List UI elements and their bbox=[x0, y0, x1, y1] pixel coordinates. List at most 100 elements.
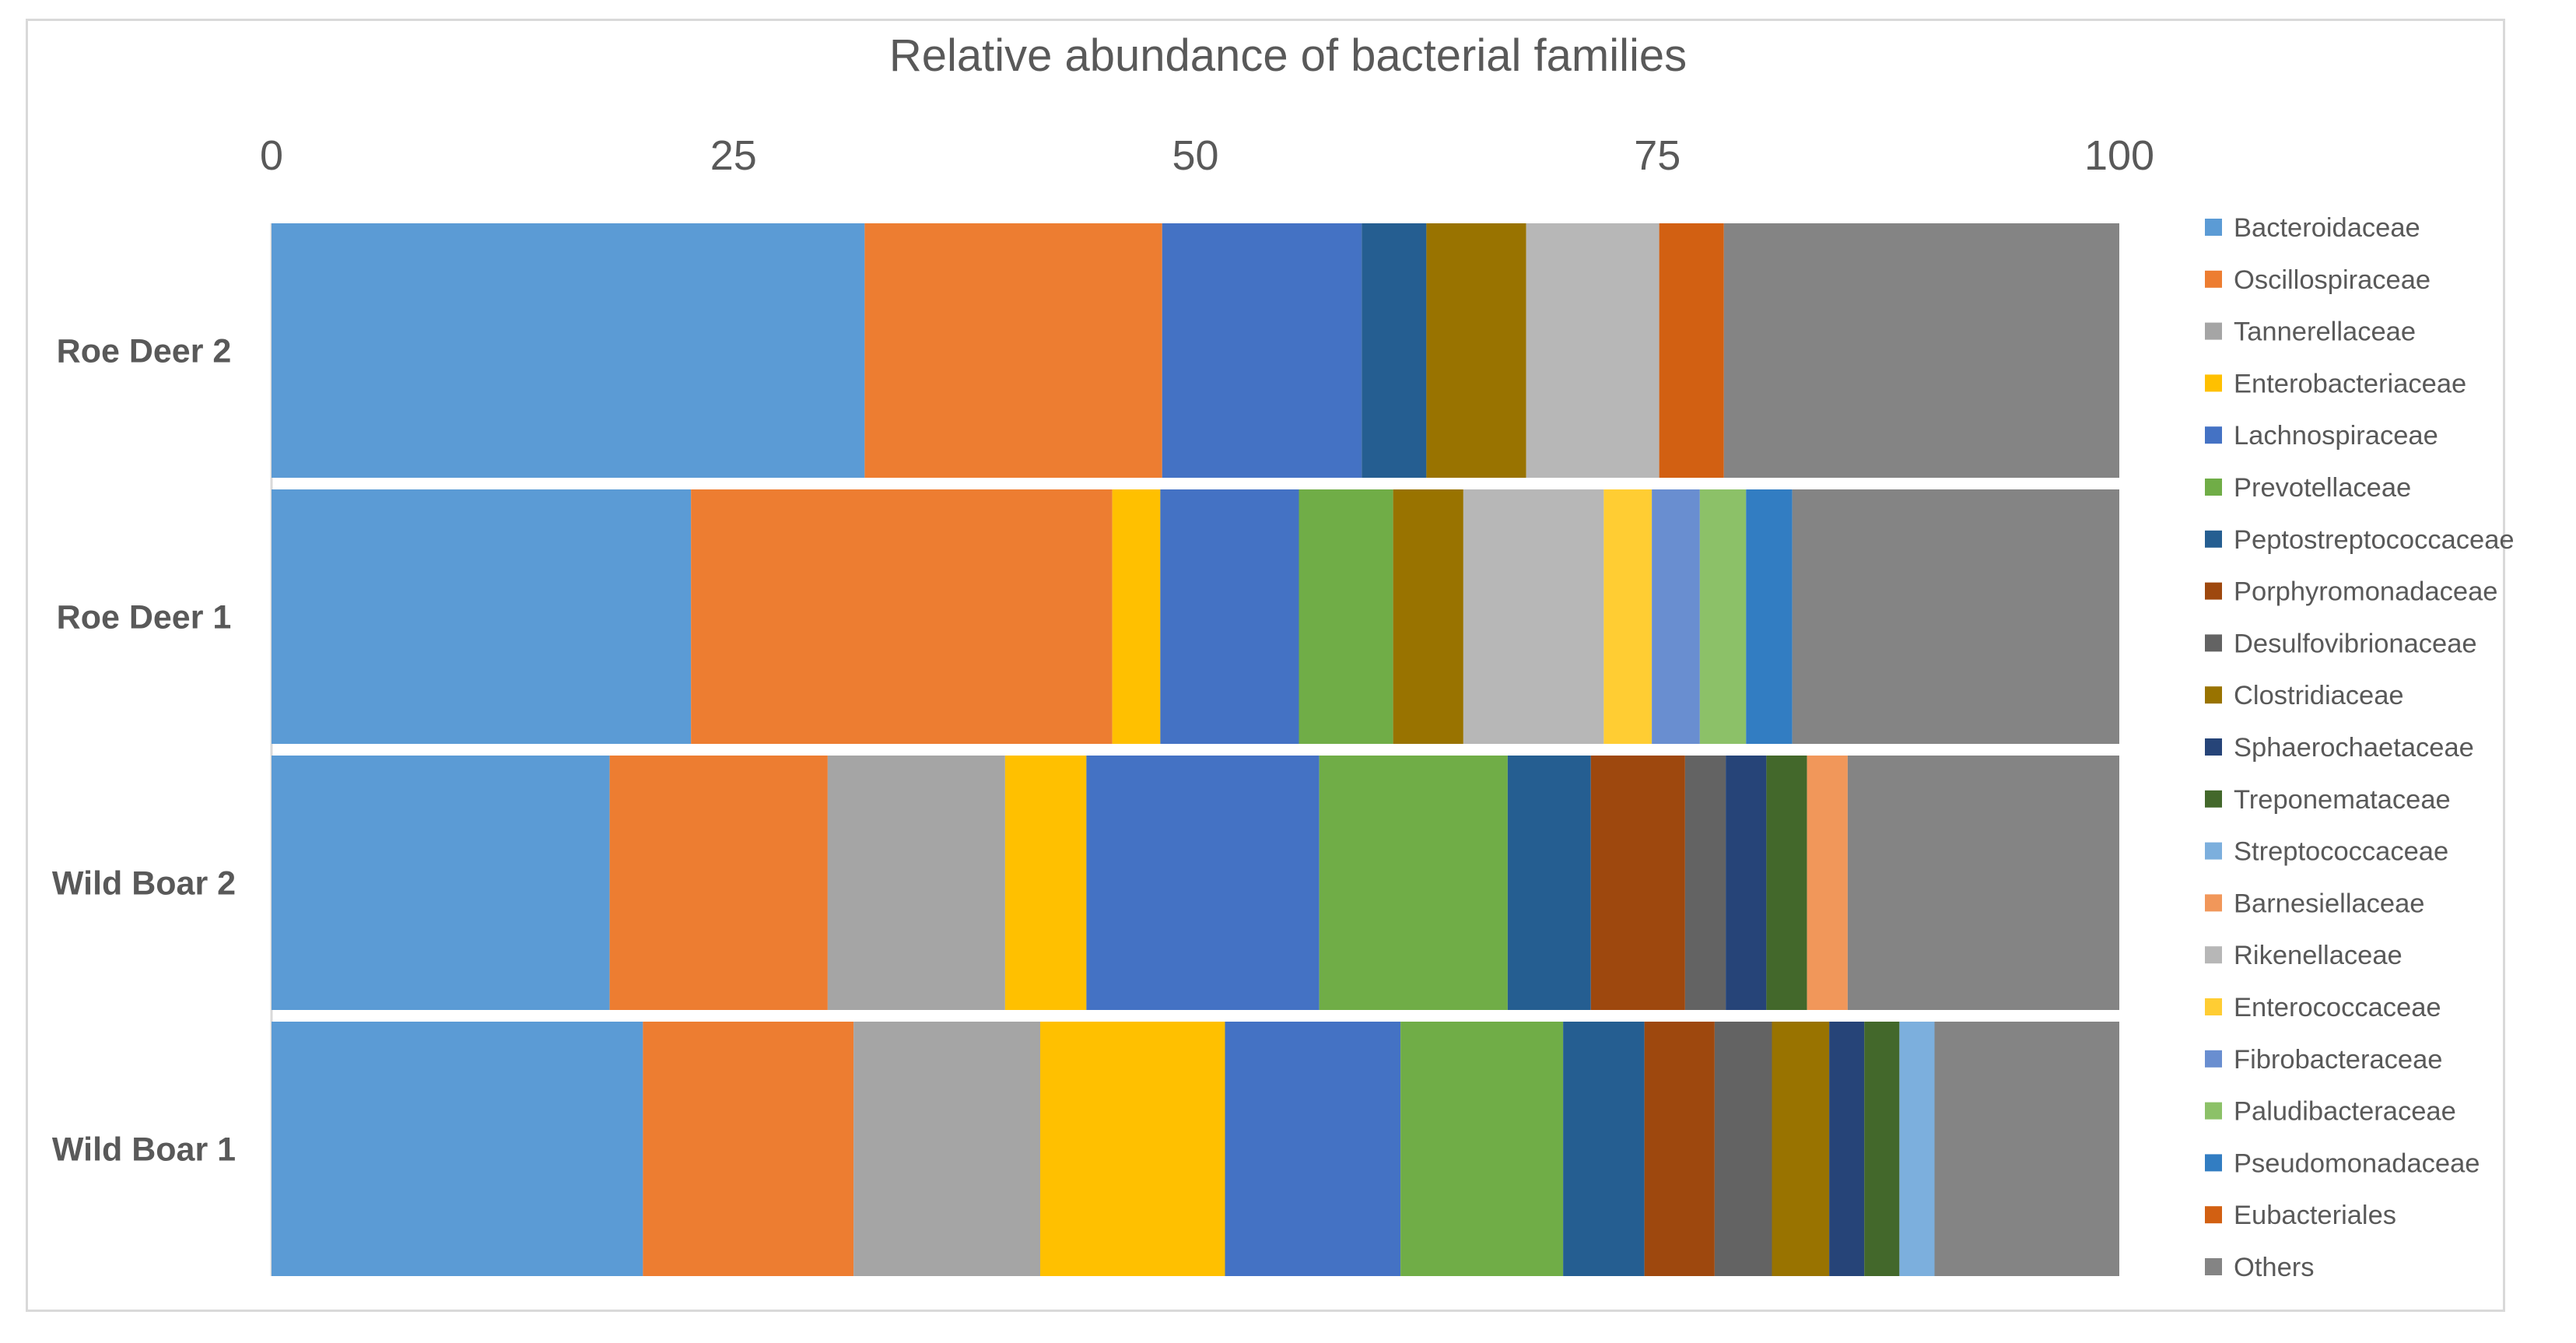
legend-label: Peptostreptococcaceae bbox=[2234, 525, 2515, 555]
bar-segment-tannerellaceae bbox=[827, 756, 1005, 1010]
legend-label: Tannerellaceae bbox=[2234, 317, 2416, 347]
chart-title: Relative abundance of bacterial families bbox=[888, 30, 1688, 81]
legend-label: Treponemataceae bbox=[2234, 785, 2451, 815]
bar-segment-others bbox=[1723, 223, 2119, 478]
bar-segment-prevotellaceae bbox=[1319, 756, 1508, 1010]
legend-swatch bbox=[2205, 530, 2222, 548]
bar-segment-enterobacteriaceae bbox=[1004, 756, 1087, 1010]
bar-segment-sphaerochaetaceae bbox=[1829, 1022, 1865, 1276]
bar-segment-oscillospiraceae bbox=[864, 223, 1162, 478]
legend-label: Sphaerochaetaceae bbox=[2234, 733, 2474, 763]
x-tick-label: 100 bbox=[2084, 132, 2154, 179]
bar-segment-lachnospiraceae bbox=[1162, 223, 1362, 478]
bar-segment-treponemataceae bbox=[1864, 1022, 1900, 1276]
legend-swatch bbox=[2205, 842, 2222, 860]
legend-label: Lachnospiraceae bbox=[2234, 421, 2438, 451]
x-tick-label: 75 bbox=[1634, 132, 1681, 179]
bar-segment-lachnospiraceae bbox=[1086, 756, 1320, 1010]
legend-swatch bbox=[2205, 790, 2222, 808]
bar-segment-bacteroidaceae bbox=[272, 756, 610, 1010]
bar-segment-enterococcaceae bbox=[1603, 489, 1652, 744]
bar-segment-prevotellaceae bbox=[1299, 489, 1393, 744]
legend-swatch bbox=[2205, 270, 2222, 288]
legend-swatch bbox=[2205, 738, 2222, 756]
legend-label: Clostridiaceae bbox=[2234, 681, 2404, 710]
bar-segment-prevotellaceae bbox=[1400, 1022, 1564, 1276]
bar-segment-desulfovibrionaceae bbox=[1684, 756, 1726, 1010]
bar-segment-barnesiellaceae bbox=[1807, 756, 1848, 1010]
bar-segment-eubacteriales bbox=[1659, 223, 1724, 478]
bar-segment-oscillospiraceae bbox=[609, 756, 828, 1010]
bar-segment-others bbox=[1934, 1022, 2119, 1276]
x-tick-label: 50 bbox=[1172, 132, 1218, 179]
legend-label: Others bbox=[2234, 1253, 2315, 1282]
legend-label: Eubacteriales bbox=[2234, 1201, 2396, 1230]
bar-segment-clostridiaceae bbox=[1772, 1022, 1830, 1276]
bar-segment-pseudomonadaceae bbox=[1746, 489, 1793, 744]
bar-segment-porphyromonadaceae bbox=[1644, 1022, 1715, 1276]
bar-segment-rikenellaceae bbox=[1463, 489, 1604, 744]
legend-label: Porphyromonadaceae bbox=[2234, 577, 2497, 607]
bar-segment-oscillospiraceae bbox=[691, 489, 1113, 744]
bar-segment-peptostreptococcaceae bbox=[1362, 223, 1427, 478]
bar-segment-fibrobacteraceae bbox=[1652, 489, 1700, 744]
legend-label: Desulfovibrionaceae bbox=[2234, 629, 2477, 658]
bar-segment-clostridiaceae bbox=[1426, 223, 1526, 478]
legend-swatch bbox=[2205, 426, 2222, 444]
category-label: Roe Deer 1 bbox=[57, 599, 232, 636]
legend-swatch bbox=[2205, 1206, 2222, 1224]
legend-swatch bbox=[2205, 894, 2222, 912]
legend-swatch bbox=[2205, 322, 2222, 340]
bar-segment-sphaerochaetaceae bbox=[1726, 756, 1767, 1010]
bar-segment-lachnospiraceae bbox=[1225, 1022, 1401, 1276]
legend-label: Fibrobacteraceae bbox=[2234, 1045, 2443, 1075]
legend-swatch bbox=[2205, 946, 2222, 964]
legend-label: Rikenellaceae bbox=[2234, 941, 2403, 970]
category-label: Wild Boar 1 bbox=[52, 1131, 236, 1169]
bar-segment-bacteroidaceae bbox=[272, 1022, 643, 1276]
category-label: Roe Deer 2 bbox=[57, 333, 232, 370]
legend-label: Enterobacteriaceae bbox=[2234, 369, 2466, 398]
bar-segment-tannerellaceae bbox=[853, 1022, 1040, 1276]
legend-label: Prevotellaceae bbox=[2234, 473, 2411, 503]
bar-segment-lachnospiraceae bbox=[1160, 489, 1299, 744]
legend-label: Enterococcaceae bbox=[2234, 993, 2441, 1022]
bar-segment-treponemataceae bbox=[1766, 756, 1807, 1010]
legend-swatch bbox=[2205, 634, 2222, 652]
bar-segment-others bbox=[1792, 489, 2119, 744]
legend-label: Oscillospiraceae bbox=[2234, 265, 2431, 295]
x-tick-label: 0 bbox=[260, 132, 283, 179]
legend-label: Streptococcaceae bbox=[2234, 837, 2448, 867]
legend-label: Bacteroidaceae bbox=[2234, 213, 2420, 243]
legend-label: Paludibacteraceae bbox=[2234, 1097, 2456, 1127]
legend-swatch bbox=[2205, 998, 2222, 1015]
bar-segment-others bbox=[1847, 756, 2119, 1010]
legend-swatch bbox=[2205, 374, 2222, 392]
bar-segment-enterobacteriaceae bbox=[1040, 1022, 1225, 1276]
legend-label: Barnesiellaceae bbox=[2234, 889, 2425, 918]
bar-segment-oscillospiraceae bbox=[643, 1022, 854, 1276]
legend-swatch bbox=[2205, 1050, 2222, 1068]
bar-segment-bacteroidaceae bbox=[272, 489, 692, 744]
legend-swatch bbox=[2205, 1154, 2222, 1172]
bar-segment-rikenellaceae bbox=[1526, 223, 1660, 478]
legend-label: Pseudomonadaceae bbox=[2234, 1148, 2480, 1178]
x-tick-label: 25 bbox=[710, 132, 757, 179]
bar-segment-clostridiaceae bbox=[1393, 489, 1463, 744]
legend-swatch bbox=[2205, 1102, 2222, 1120]
bar-segment-bacteroidaceae bbox=[272, 223, 865, 478]
legend-swatch bbox=[2205, 582, 2222, 600]
bar-segment-paludibacteraceae bbox=[1699, 489, 1747, 744]
legend-swatch bbox=[2205, 479, 2222, 496]
bar-segment-peptostreptococcaceae bbox=[1507, 756, 1591, 1010]
legend-swatch bbox=[2205, 686, 2222, 704]
category-label: Wild Boar 2 bbox=[52, 865, 236, 903]
bar-segment-streptococcaceae bbox=[1899, 1022, 1935, 1276]
bar-segment-enterobacteriaceae bbox=[1112, 489, 1161, 744]
bar-segment-peptostreptococcaceae bbox=[1563, 1022, 1645, 1276]
bar-segment-desulfovibrionaceae bbox=[1714, 1022, 1772, 1276]
legend-swatch bbox=[2205, 219, 2222, 236]
legend-swatch bbox=[2205, 1258, 2222, 1275]
bar-segment-porphyromonadaceae bbox=[1590, 756, 1685, 1010]
